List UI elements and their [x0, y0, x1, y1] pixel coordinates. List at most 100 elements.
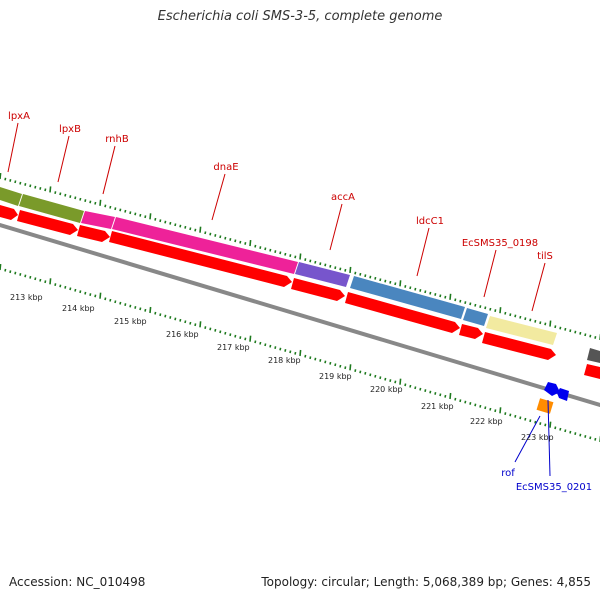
major-tick [49, 278, 52, 285]
major-tick [299, 349, 302, 357]
minor-tick [319, 262, 322, 266]
gene-block-EcSMS35_0201 [544, 382, 560, 396]
minor-tick [229, 333, 232, 337]
minor-tick [154, 311, 157, 315]
minor-tick [144, 308, 147, 312]
gene-label-rnhB: rnhB [105, 134, 129, 145]
minor-tick [554, 325, 557, 329]
minor-tick [344, 268, 347, 272]
minor-tick [369, 373, 372, 377]
minor-tick [464, 301, 467, 304]
minor-tick [204, 231, 207, 235]
minor-tick [314, 260, 317, 264]
minor-tick [114, 207, 117, 211]
minor-tick [269, 248, 272, 252]
minor-tick [139, 307, 142, 311]
minor-tick [259, 246, 262, 249]
minor-tick [319, 359, 322, 362]
scale-label: 221 kbp [421, 402, 454, 411]
minor-tick [14, 180, 17, 184]
gene-label-lpxB: lpxB [59, 124, 81, 135]
minor-tick [154, 217, 157, 221]
minor-tick [84, 291, 87, 295]
label-leaders [7, 122, 551, 477]
cds-arrow [291, 278, 345, 301]
genome-summary-text: Topology: circular; Length: 5,068,389 bp… [261, 575, 591, 589]
leader-rnhB [102, 145, 116, 195]
minor-tick [484, 306, 487, 310]
leader-ldcC1 [416, 227, 430, 277]
gene-labels: lpxA lpxB rnhB dnaE accA ldcC1 EcSMS35_0… [8, 111, 592, 493]
minor-tick [159, 313, 162, 317]
bottom-tick-track [0, 263, 600, 442]
reverse-feature-track [536, 382, 569, 414]
genome-backbone [0, 223, 600, 407]
minor-tick [474, 403, 477, 407]
scale-label: 215 kbp [114, 317, 147, 326]
minor-tick [359, 370, 362, 374]
minor-tick [544, 423, 547, 427]
gene-label-rof: rof [501, 468, 515, 479]
minor-tick [39, 187, 42, 190]
minor-tick [189, 321, 192, 325]
gene-label-EcSMS35_0198: EcSMS35_0198 [462, 238, 538, 249]
minor-tick [459, 399, 462, 403]
minor-tick [279, 347, 282, 351]
minor-tick [419, 289, 422, 292]
minor-tick [119, 301, 122, 305]
minor-tick [164, 314, 167, 318]
minor-tick [144, 215, 147, 219]
major-tick [49, 186, 52, 193]
scale-label: 219 kbp [319, 372, 352, 381]
minor-tick [89, 200, 92, 204]
minor-tick [439, 393, 442, 397]
minor-tick [179, 318, 182, 322]
minor-tick [64, 193, 67, 197]
major-tick [0, 263, 2, 271]
minor-tick [434, 392, 437, 395]
minor-tick [89, 293, 92, 296]
minor-tick [129, 211, 132, 215]
gene-label-tilS: tilS [537, 251, 553, 262]
major-tick [549, 421, 552, 428]
minor-tick [364, 274, 367, 278]
minor-tick [219, 330, 222, 334]
minor-tick [224, 331, 227, 335]
minor-tick [389, 280, 392, 284]
minor-tick [419, 387, 422, 391]
minor-tick [19, 181, 22, 185]
top-tick-track [0, 172, 600, 340]
minor-tick [9, 270, 12, 274]
minor-tick [589, 436, 592, 440]
minor-tick [329, 361, 332, 365]
cds-arrow [459, 324, 483, 339]
major-tick [499, 407, 502, 414]
minor-tick [264, 247, 267, 251]
minor-tick [44, 280, 47, 284]
minor-tick [19, 273, 22, 276]
minor-tick [404, 285, 407, 288]
minor-tick [334, 266, 337, 270]
minor-tick [569, 430, 572, 434]
minor-tick [434, 293, 437, 296]
major-tick [99, 199, 102, 206]
minor-tick [539, 321, 542, 325]
minor-tick [424, 389, 427, 392]
minor-tick [414, 386, 417, 390]
minor-tick [244, 242, 247, 245]
minor-tick [29, 275, 32, 279]
minor-tick [339, 364, 342, 368]
minor-tick [534, 319, 537, 323]
leader-accA [329, 203, 343, 251]
scale-label: 217 kbp [217, 343, 250, 352]
minor-tick [444, 295, 447, 299]
minor-tick [104, 204, 107, 208]
minor-tick [229, 238, 232, 241]
minor-tick [4, 268, 7, 272]
minor-tick [204, 326, 207, 329]
feature-track [0, 187, 600, 363]
minor-tick [464, 400, 467, 404]
minor-tick [334, 363, 337, 367]
leader-lpxB [57, 135, 70, 183]
minor-tick [184, 225, 187, 229]
